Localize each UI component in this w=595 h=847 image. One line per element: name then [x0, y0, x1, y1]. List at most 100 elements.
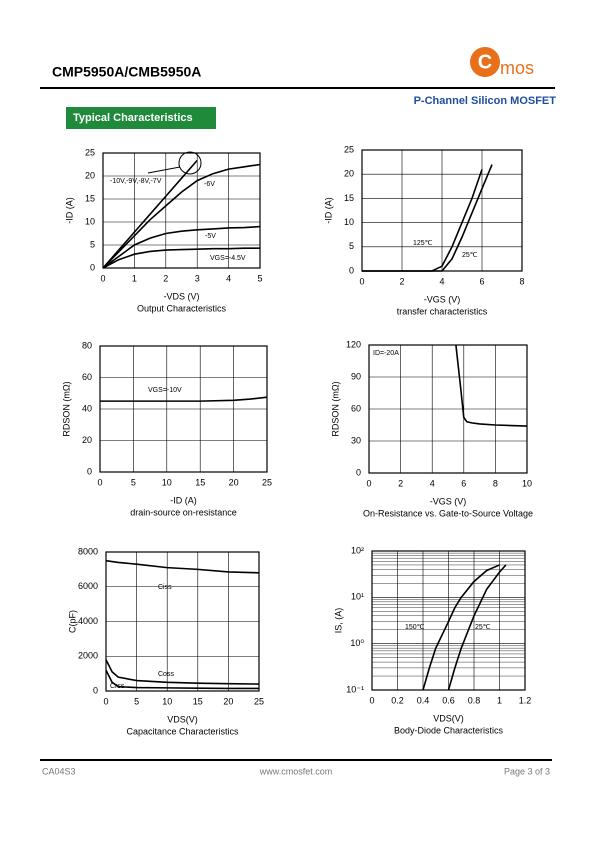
- x-tick-label: 25: [254, 696, 264, 706]
- plot-frame: [105, 551, 260, 692]
- x-tick-label: 2: [399, 276, 404, 286]
- x-tick-label: 0: [369, 695, 374, 705]
- logo-initial: C: [478, 51, 492, 73]
- x-axis-label: -ID (A): [170, 495, 197, 505]
- series-label: Ciss: [158, 584, 172, 591]
- x-tick-label: 4: [430, 478, 435, 488]
- y-tick-label: 6000: [78, 581, 98, 591]
- x-tick-label: 0: [103, 696, 108, 706]
- series-label: Crss: [110, 683, 125, 690]
- series-label: Coss: [158, 671, 174, 678]
- series-line: [105, 559, 260, 574]
- x-tick-label: 1.2: [519, 695, 532, 705]
- chart-caption: transfer characteristics: [397, 306, 488, 316]
- x-tick-label: 15: [195, 477, 205, 487]
- x-tick-label: 2: [163, 273, 168, 283]
- series-line: [100, 396, 268, 402]
- y-tick-label: 0: [87, 466, 92, 476]
- x-axis-label: VDS(V): [433, 713, 464, 723]
- y-tick-label: 10: [344, 217, 354, 227]
- series-line: [422, 564, 500, 691]
- series-line: [102, 159, 198, 269]
- x-tick-label: 0: [359, 276, 364, 286]
- y-tick-label: 2000: [78, 651, 98, 661]
- x-tick-label: 5: [134, 696, 139, 706]
- chart-caption: Capacitance Characteristics: [126, 726, 239, 736]
- x-tick-label: 25: [262, 477, 272, 487]
- logo-text: mos: [500, 58, 534, 78]
- plot-frame: [102, 152, 261, 269]
- x-tick-label: 2: [398, 478, 403, 488]
- x-tick-label: 5: [257, 273, 262, 283]
- x-tick-label: 20: [223, 696, 233, 706]
- chart-caption: Output Characteristics: [137, 303, 227, 313]
- y-tick-label: 25: [344, 144, 354, 154]
- y-tick-label: 10²: [351, 545, 364, 555]
- y-tick-label: 80: [82, 340, 92, 350]
- series-label: VGS=-4.5V: [210, 255, 246, 262]
- y-tick-label: 10: [85, 216, 95, 226]
- x-tick-label: 4: [226, 273, 231, 283]
- series-line: [105, 659, 260, 685]
- y-axis-label: RDSON (mΩ): [61, 381, 71, 436]
- y-tick-label: 10⁰: [350, 638, 364, 648]
- x-tick-label: 5: [131, 477, 136, 487]
- x-axis-label: -VGS (V): [424, 294, 461, 304]
- x-axis-label: VDS(V): [167, 714, 198, 724]
- y-tick-label: 90: [351, 371, 361, 381]
- y-axis-label: -ID (A): [64, 197, 74, 224]
- y-tick-label: 20: [344, 169, 354, 179]
- x-tick-label: 0: [100, 273, 105, 283]
- series-line: [447, 564, 507, 691]
- y-tick-label: 0: [356, 467, 361, 477]
- subtitle: P-Channel Silicon MOSFET: [414, 95, 557, 107]
- x-tick-label: 6: [461, 478, 466, 488]
- x-tick-label: 6: [479, 276, 484, 286]
- y-tick-label: 10⁻¹: [346, 684, 364, 694]
- x-tick-label: 0.6: [442, 695, 455, 705]
- x-tick-label: 15: [193, 696, 203, 706]
- footer-url: www.cmosfet.com: [259, 766, 333, 776]
- y-tick-label: 15: [344, 193, 354, 203]
- x-axis-label: -VGS (V): [430, 496, 467, 506]
- series-label: -5V: [205, 233, 216, 240]
- series-label: VGS=-10V: [148, 387, 182, 394]
- series-line: [102, 247, 260, 269]
- series-label: -6V: [204, 181, 215, 188]
- x-tick-label: 10: [162, 477, 172, 487]
- y-tick-label: 20: [82, 435, 92, 445]
- x-tick-label: 10: [522, 478, 532, 488]
- x-axis-label: -VDS (V): [164, 291, 200, 301]
- y-tick-label: 60: [351, 403, 361, 413]
- series-line: [362, 164, 493, 272]
- y-tick-label: 10¹: [351, 592, 364, 602]
- plot-frame: [368, 344, 528, 474]
- logo-circle: [470, 47, 500, 77]
- y-axis-label: IS, (A): [333, 608, 343, 634]
- section-box: [66, 107, 216, 129]
- y-tick-label: 0: [93, 685, 98, 695]
- series-line: [105, 669, 259, 690]
- y-tick-label: 120: [346, 339, 361, 349]
- series-label: 25℃: [475, 624, 491, 631]
- series-label: -10V,-9V,-8V,-7V: [110, 178, 162, 185]
- y-axis-label: C(pF): [67, 610, 77, 633]
- x-tick-label: 0: [366, 478, 371, 488]
- series-label: 150℃: [405, 624, 425, 631]
- y-tick-label: 8000: [78, 546, 98, 556]
- y-tick-label: 15: [85, 193, 95, 203]
- footer-code: CA04S3: [42, 766, 76, 776]
- y-tick-label: 60: [82, 372, 92, 382]
- y-tick-label: 0: [349, 265, 354, 275]
- y-tick-label: 0: [90, 262, 95, 272]
- y-tick-label: 20: [85, 170, 95, 180]
- arrow: [147, 166, 181, 174]
- x-tick-label: 10: [162, 696, 172, 706]
- highlight-circle: [178, 151, 202, 175]
- x-tick-label: 20: [229, 477, 239, 487]
- chart-caption: On-Resistance vs. Gate-to-Source Voltage: [363, 508, 533, 518]
- y-axis-label: RDSON (mΩ): [330, 381, 340, 436]
- y-axis-label: -ID (A): [323, 197, 333, 224]
